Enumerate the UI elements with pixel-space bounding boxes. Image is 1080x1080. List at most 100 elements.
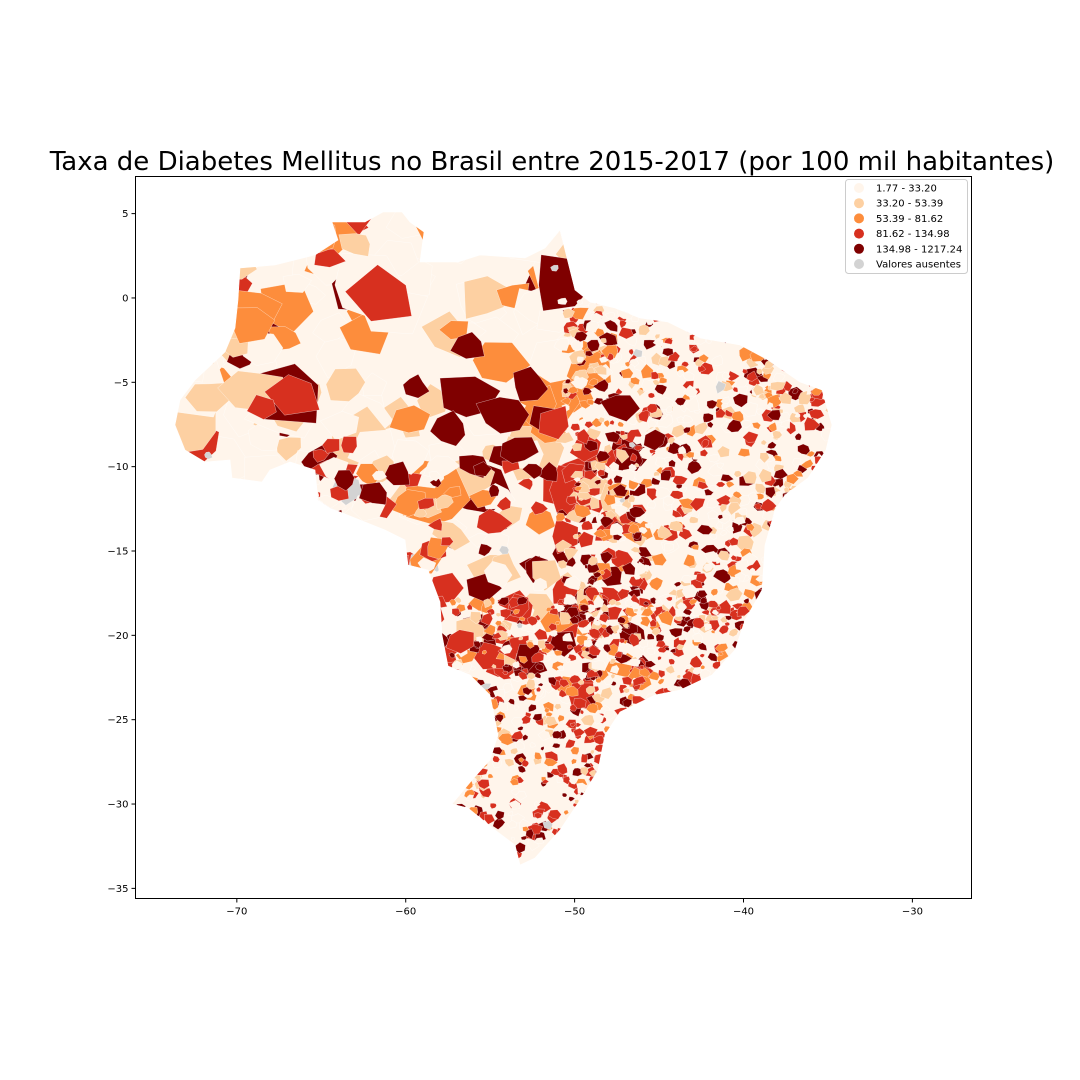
municipality <box>719 862 733 865</box>
municipality <box>701 315 716 325</box>
municipality <box>716 816 725 825</box>
municipality <box>529 742 537 748</box>
municipality <box>361 650 386 669</box>
municipality <box>500 436 539 464</box>
municipality <box>454 823 468 835</box>
municipality <box>633 445 643 451</box>
municipality <box>620 835 630 847</box>
municipality <box>475 708 485 716</box>
axes-frame <box>135 176 972 899</box>
municipality <box>709 810 715 815</box>
municipality <box>696 740 705 748</box>
municipality <box>616 826 628 836</box>
municipality <box>464 686 472 693</box>
municipality <box>576 782 587 794</box>
municipality <box>718 624 729 635</box>
municipality <box>685 758 694 765</box>
municipality <box>695 573 707 584</box>
municipality <box>357 643 396 672</box>
municipality <box>703 623 713 631</box>
municipality <box>683 616 691 622</box>
municipality <box>628 777 643 789</box>
municipality <box>581 753 588 763</box>
municipality <box>735 839 748 850</box>
municipality <box>627 721 637 731</box>
municipality <box>807 376 822 389</box>
municipality <box>349 587 387 615</box>
municipality <box>565 379 571 384</box>
municipality <box>381 560 408 579</box>
municipality <box>741 680 753 688</box>
municipality <box>823 589 831 597</box>
municipality <box>802 347 814 358</box>
municipality <box>415 212 487 254</box>
municipality <box>626 306 637 312</box>
municipality <box>525 506 556 535</box>
municipality <box>744 643 752 650</box>
municipality <box>590 312 603 323</box>
municipality <box>592 841 600 848</box>
municipality <box>448 673 459 684</box>
municipality <box>406 682 424 695</box>
municipality <box>709 533 718 540</box>
municipality <box>445 853 456 863</box>
legend-marker <box>854 243 864 254</box>
municipality <box>781 619 796 632</box>
municipality <box>786 318 800 332</box>
municipality <box>669 862 676 865</box>
municipality <box>743 721 752 729</box>
municipality <box>788 591 806 603</box>
municipality <box>716 605 722 611</box>
municipality <box>618 327 634 340</box>
municipality <box>450 331 485 359</box>
municipality <box>675 484 683 489</box>
municipality <box>576 299 584 305</box>
municipality <box>791 543 804 553</box>
municipality <box>796 312 809 320</box>
municipality <box>628 479 640 490</box>
municipality <box>706 680 714 687</box>
municipality <box>508 800 521 810</box>
municipality <box>507 820 518 829</box>
municipality <box>727 784 736 794</box>
municipality <box>769 350 779 359</box>
municipality <box>716 865 722 870</box>
municipality <box>742 368 748 375</box>
municipality <box>830 463 832 468</box>
municipality <box>596 789 602 795</box>
municipality <box>828 515 832 524</box>
municipality <box>806 613 815 620</box>
legend-box <box>845 179 968 274</box>
municipality <box>806 322 813 328</box>
municipality <box>638 752 650 765</box>
municipality <box>498 852 507 862</box>
municipality <box>822 526 829 532</box>
municipality <box>503 663 509 668</box>
municipality <box>452 682 461 690</box>
municipality <box>799 319 814 331</box>
municipality <box>612 483 629 497</box>
municipality <box>829 304 832 312</box>
municipality <box>736 769 744 774</box>
municipality <box>486 842 494 849</box>
municipality <box>685 665 691 670</box>
municipality <box>672 509 683 518</box>
municipality <box>514 741 525 751</box>
municipality <box>684 831 695 839</box>
municipality <box>618 717 625 724</box>
municipality <box>633 608 639 613</box>
municipality <box>464 275 509 320</box>
municipality <box>596 586 604 593</box>
municipality <box>692 632 703 643</box>
municipality <box>565 657 571 663</box>
municipality <box>668 861 679 865</box>
municipality <box>719 530 728 536</box>
municipality <box>495 612 502 617</box>
municipality <box>754 297 762 305</box>
municipality <box>689 598 698 606</box>
municipality <box>469 866 478 872</box>
municipality <box>469 611 482 625</box>
municipality <box>765 486 776 499</box>
municipality <box>596 782 607 790</box>
municipality <box>738 709 745 715</box>
